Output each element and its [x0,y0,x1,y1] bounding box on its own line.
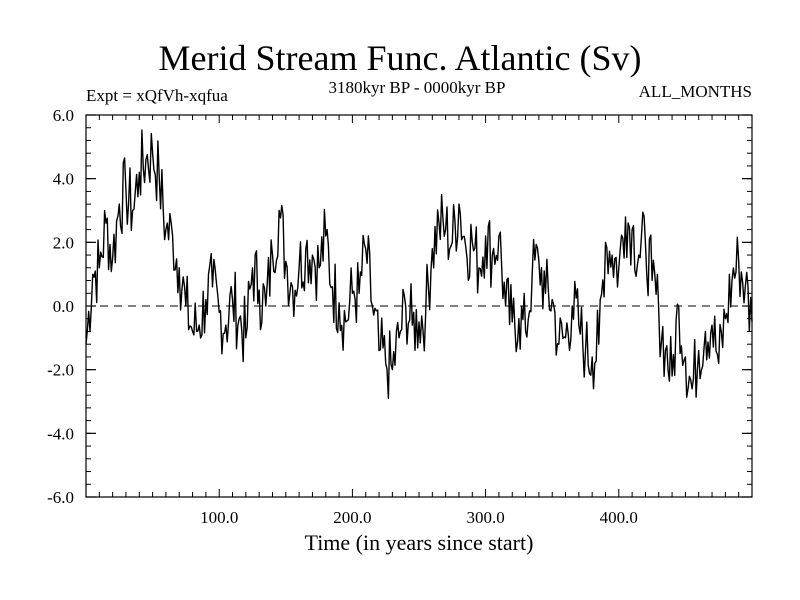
y-tick-label: 4.0 [53,170,74,189]
y-tick-label: 6.0 [53,106,74,125]
x-tick-label: 200.0 [333,508,371,527]
y-tick-label: 2.0 [53,233,74,252]
y-tick-label: -6.0 [47,488,74,507]
x-tick-label: 100.0 [200,508,238,527]
chart-title: Merid Stream Func. Atlantic (Sv) [158,38,642,78]
plot-frame [85,114,753,498]
experiment-label: Expt = xQfVh-xqfua [86,86,228,105]
y-tick-label: 0.0 [53,297,74,316]
x-axis-label: Time (in years since start) [305,530,534,555]
x-tick-label: 400.0 [600,508,638,527]
season-label: ALL_MONTHS [638,82,752,101]
series-line [85,129,753,399]
x-tick-label: 300.0 [466,508,504,527]
y-tick-label: -4.0 [47,424,74,443]
period-subtitle: 3180kyr BP - 0000kyr BP [328,78,506,97]
y-tick-label: -2.0 [47,361,74,380]
tick-labels: 6.0 4.0 2.0 0.0 -2.0 -4.0 -6.0 100.0 200.0 300.0 4… [47,106,638,527]
